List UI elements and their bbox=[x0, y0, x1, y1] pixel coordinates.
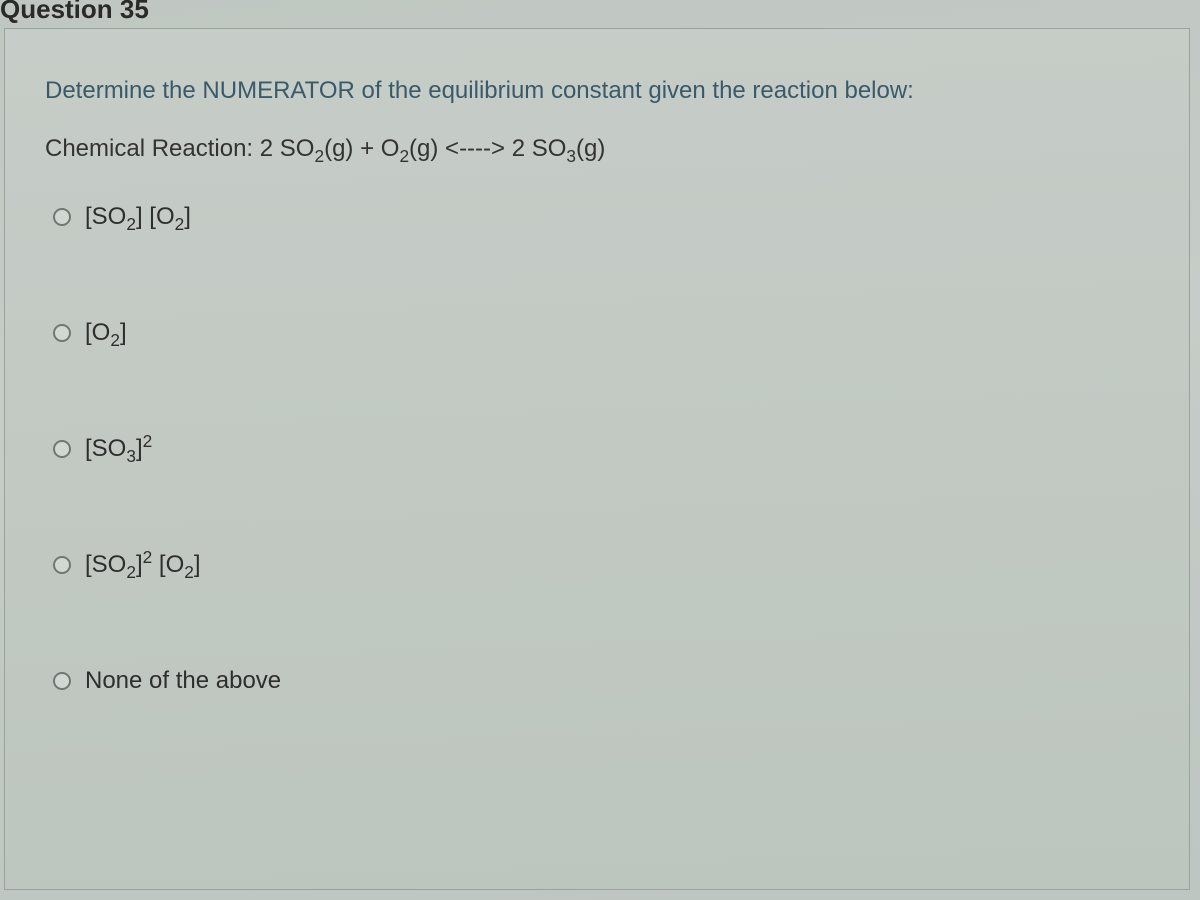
option-2[interactable]: [O2] bbox=[53, 319, 1149, 347]
reaction-expression: 2 SO2(g) + O2(g) <----> 2 SO3(g) bbox=[260, 135, 606, 162]
option-1-label: [SO2] [O2] bbox=[85, 203, 191, 231]
option-3-label: [SO3]2 bbox=[85, 435, 152, 463]
option-1[interactable]: [SO2] [O2] bbox=[53, 203, 1149, 231]
radio-icon[interactable] bbox=[53, 208, 71, 226]
radio-icon[interactable] bbox=[53, 672, 71, 690]
options-list: [SO2] [O2] [O2] [SO3]2 [SO2]2 [O2] None … bbox=[45, 203, 1149, 695]
option-2-label: [O2] bbox=[85, 319, 127, 347]
option-4[interactable]: [SO2]2 [O2] bbox=[53, 551, 1149, 579]
question-prompt: Determine the NUMERATOR of the equilibri… bbox=[45, 73, 1149, 109]
option-3[interactable]: [SO3]2 bbox=[53, 435, 1149, 463]
radio-icon[interactable] bbox=[53, 440, 71, 458]
chemical-reaction: Chemical Reaction: 2 SO2(g) + O2(g) <---… bbox=[45, 135, 1149, 163]
option-4-label: [SO2]2 [O2] bbox=[85, 551, 201, 579]
radio-icon[interactable] bbox=[53, 556, 71, 574]
radio-icon[interactable] bbox=[53, 324, 71, 342]
option-5-label: None of the above bbox=[85, 667, 281, 695]
reaction-label: Chemical Reaction: bbox=[45, 135, 260, 162]
option-5[interactable]: None of the above bbox=[53, 667, 1149, 695]
page: Question 35 Determine the NUMERATOR of t… bbox=[0, 0, 1200, 900]
question-card: Determine the NUMERATOR of the equilibri… bbox=[4, 28, 1190, 890]
